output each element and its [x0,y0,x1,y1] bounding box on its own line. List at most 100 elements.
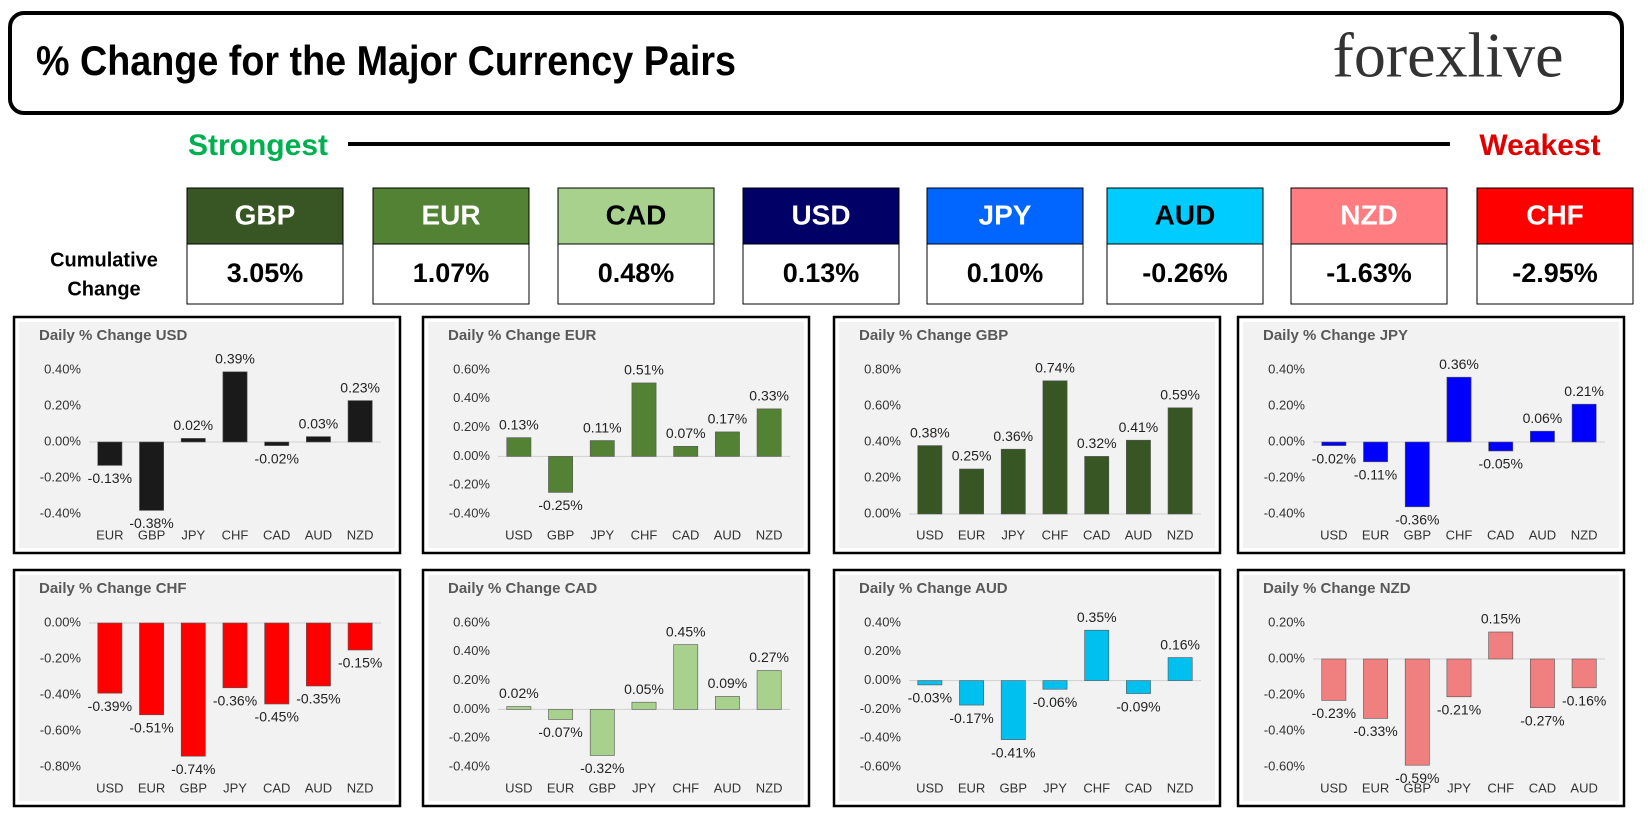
x-tick-label: CHF [1042,527,1069,542]
header-box [8,11,1624,115]
value-label: 0.13% [499,416,539,432]
value-label: -0.16% [1562,693,1606,709]
bar [1571,658,1597,689]
x-tick-label: CHF [672,780,699,795]
bar [180,622,206,757]
x-tick-label: USD [505,527,532,542]
x-tick-label: GBP [1000,780,1027,795]
currency-value-box [1290,243,1448,305]
value-label: -0.02% [255,450,299,466]
y-tick-label: 0.20% [1268,614,1305,629]
bar [959,468,984,515]
bar [631,701,657,710]
y-tick-label: 0.00% [1268,650,1305,665]
x-tick-label: USD [916,527,943,542]
value-label: 0.33% [749,388,789,404]
y-tick-label: 0.40% [1268,361,1305,376]
bar [222,622,248,689]
x-tick-label: AUD [714,780,741,795]
currency-change: 1.07% [413,258,490,288]
x-tick-label: NZD [347,527,374,542]
y-tick-label: -0.40% [40,505,82,520]
y-tick-label: 0.00% [864,505,901,520]
y-tick-label: 0.60% [453,361,490,376]
value-label: 0.45% [666,623,706,639]
value-label: -0.51% [129,720,173,736]
x-tick-label: EUR [1362,527,1389,542]
value-label: 0.16% [1160,636,1200,652]
currency-header [1476,187,1634,245]
value-label: -0.17% [949,710,993,726]
bar [506,437,532,457]
bar [1042,680,1068,690]
chart-panel: Daily % Change AUD -0.60% -0.40% -0.20% 0.00… [832,568,1222,808]
x-tick-label: CHF [222,527,249,542]
bar [1321,658,1347,701]
chart-title: Daily % Change EUR [448,327,597,344]
plot-background [1243,322,1619,548]
bar [1084,629,1110,681]
y-tick-label: 0.20% [453,419,490,434]
bar [1000,680,1026,740]
bar [1363,658,1388,719]
x-tick-label: JPY [632,780,656,795]
currency-value-box [1476,243,1634,305]
y-tick-label: -0.40% [1264,722,1306,737]
y-tick-label: -0.40% [860,730,902,745]
x-tick-label: AUD [305,780,332,795]
value-label: 0.25% [952,448,992,464]
cumulative-label: Cumulative [50,249,158,271]
currency-header [926,187,1084,245]
bar [631,382,657,457]
currency-header [742,187,900,245]
bar [347,622,373,651]
x-tick-label: EUR [138,780,165,795]
bar [756,408,782,457]
chart-title: Daily % Change CHF [39,580,187,597]
plot-background [428,575,804,801]
value-label: 0.07% [666,425,706,441]
bar [1488,631,1514,660]
currency-code: JPY [979,199,1032,230]
value-label: -0.74% [171,761,215,777]
x-tick-label: GBP [547,527,574,542]
bar [1446,376,1472,443]
currency-value-box [926,243,1084,305]
currency-header [557,187,715,245]
y-tick-label: 0.00% [453,701,490,716]
bar [1404,658,1430,766]
value-label: 0.59% [1160,387,1200,403]
bar [1167,657,1193,681]
y-tick-label: -0.60% [1264,758,1306,773]
x-tick-label: EUR [547,780,574,795]
y-tick-label: 0.60% [864,397,901,412]
y-tick-label: -0.60% [860,758,902,773]
value-label: 0.51% [624,362,664,378]
value-label: -0.15% [338,655,382,671]
value-label: -0.39% [88,698,132,714]
bar [756,670,782,710]
y-tick-label: -0.40% [449,505,491,520]
x-tick-label: CHF [1446,527,1473,542]
value-label: 0.02% [499,685,539,701]
bar [673,644,699,710]
bar [1042,380,1068,515]
value-label: -0.06% [1033,694,1077,710]
y-tick-label: 0.60% [453,614,490,629]
value-label: -0.36% [1395,512,1439,528]
x-tick-label: AUD [714,527,741,542]
bar [306,436,331,443]
bar [1530,658,1555,708]
value-label: 0.36% [1439,356,1479,372]
value-label: 0.74% [1035,360,1075,376]
value-label: 0.17% [708,411,748,427]
bar [548,709,573,720]
value-label: -0.05% [1479,456,1523,472]
value-label: -0.11% [1354,467,1397,483]
bar [1126,439,1151,515]
bar [97,622,123,694]
bar [917,445,943,515]
y-tick-label: 0.20% [44,397,81,412]
currency-change: -1.63% [1326,258,1412,288]
x-tick-label: NZD [756,527,783,542]
